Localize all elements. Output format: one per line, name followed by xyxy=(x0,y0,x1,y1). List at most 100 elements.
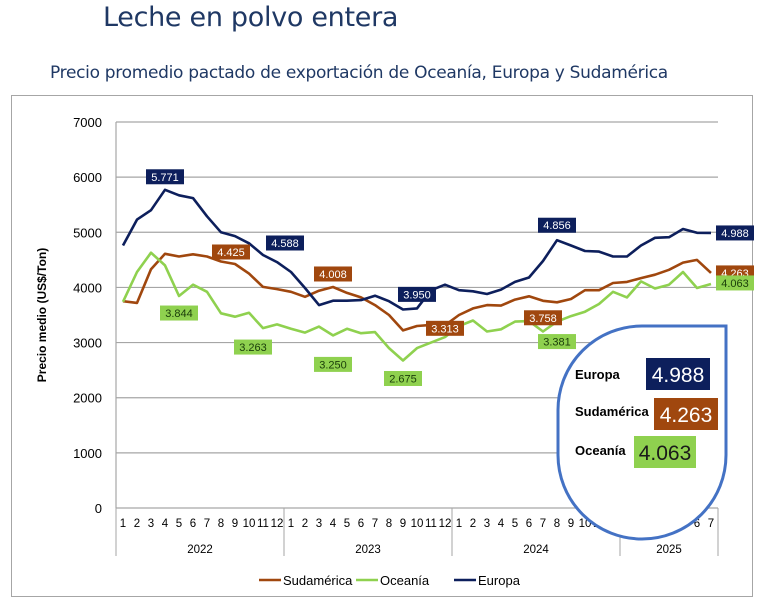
data-label: 4.063 xyxy=(721,278,749,290)
y-tick-label: 2000 xyxy=(73,391,102,406)
chart-frame xyxy=(11,95,753,597)
data-label: 2.675 xyxy=(389,373,417,385)
x-tick-label: 9 xyxy=(400,518,406,530)
x-tick-label: 7 xyxy=(708,518,714,530)
data-label: 3.263 xyxy=(239,342,267,354)
data-label-box xyxy=(398,286,436,302)
callout-value-box xyxy=(634,436,696,468)
data-label-box xyxy=(146,169,184,185)
data-label-box xyxy=(716,225,754,241)
series-lines xyxy=(121,188,712,362)
data-label: 5.771 xyxy=(151,172,179,184)
legend-label: Oceanía xyxy=(380,573,430,588)
callout-value: 4.063 xyxy=(639,442,692,465)
data-label: 4.425 xyxy=(217,247,245,259)
latest-values-callout: Europa 4.988 Sudamérica 4.263 Oceanía 4.063 xyxy=(556,324,728,541)
x-tick-label: 12 xyxy=(439,518,452,530)
data-label: 4.856 xyxy=(543,220,571,232)
data-label-box xyxy=(212,244,250,260)
callout-value-box xyxy=(646,358,710,390)
callout-value-box xyxy=(654,398,718,430)
chart-subtitle: Precio promedio pactado de exportación d… xyxy=(50,63,668,83)
callout-label: Europa xyxy=(575,367,621,382)
data-label-box xyxy=(314,266,352,282)
data-label: 3.381 xyxy=(543,337,571,349)
x-tick-label: 6 xyxy=(694,518,700,530)
series-line-europa xyxy=(121,188,712,311)
data-labels: 5.771 4.588 3.950 4.856 4.988 4.425 4.008 3.313… xyxy=(146,169,754,386)
x-tick-label: 6 xyxy=(526,518,532,530)
data-label: 4.588 xyxy=(271,238,299,250)
x-tick-label: 11 xyxy=(257,518,269,530)
year-label: 2025 xyxy=(656,544,682,556)
data-label-box xyxy=(234,339,272,355)
series-line-sudamrica xyxy=(122,252,712,332)
data-label-box xyxy=(538,217,576,233)
data-label: 3.313 xyxy=(431,323,459,335)
x-tick-label: 9 xyxy=(232,518,238,530)
data-label: 3.950 xyxy=(403,289,431,301)
page-title: Leche en polvo entera xyxy=(103,2,399,33)
year-label: 2024 xyxy=(523,544,549,556)
x-tick-label: 11 xyxy=(425,518,437,530)
x-tick-label: 5 xyxy=(176,518,182,530)
year-label: 2022 xyxy=(187,544,213,556)
x-tick-label: 3 xyxy=(316,518,322,530)
y-tick-label: 1000 xyxy=(73,446,102,461)
x-tick-label: 8 xyxy=(554,518,560,530)
data-label: 4.008 xyxy=(319,269,347,281)
y-tick-label: 3000 xyxy=(73,336,102,351)
x-tick-label: 2 xyxy=(470,518,476,530)
x-tick-label: 5 xyxy=(344,518,350,530)
x-tick-label: 8 xyxy=(218,518,224,530)
data-label: 3.844 xyxy=(165,308,193,320)
legend-label: Europa xyxy=(478,573,521,588)
y-axis-ticks: 0 1000 2000 3000 4000 5000 6000 7000 xyxy=(73,115,102,516)
series-line-oceana xyxy=(121,251,712,362)
x-tick-label: 4 xyxy=(330,518,337,530)
data-label: 4.988 xyxy=(721,228,749,240)
x-tick-label: 7 xyxy=(204,518,210,530)
x-tick-label: 6 xyxy=(190,518,196,530)
x-tick-label: 2 xyxy=(302,518,308,530)
x-tick-label: 2 xyxy=(134,518,140,530)
data-label: 3.250 xyxy=(319,359,347,371)
y-tick-label: 5000 xyxy=(73,225,102,240)
x-tick-label: 6 xyxy=(358,518,364,530)
y-tick-label: 0 xyxy=(95,501,102,516)
data-label-box xyxy=(716,275,754,291)
year-label: 2023 xyxy=(355,544,381,556)
x-tick-label: 10 xyxy=(243,518,256,530)
x-tick-label: 10 xyxy=(411,518,424,530)
x-tick-label: 7 xyxy=(540,518,546,530)
callout-label: Sudamérica xyxy=(575,404,649,419)
data-label: 3.758 xyxy=(529,313,557,325)
x-tick-label: 5 xyxy=(512,518,518,530)
callout-shape xyxy=(556,324,728,541)
x-axis: 1 2 3 4 5 6 7 8 9 10 11 12 1 2 3 4 5 6 7 8 9 10 11 12 1 2 3 4 5 6 7 8 9 1… xyxy=(115,122,719,556)
x-tick-label: 1 xyxy=(120,518,126,530)
x-tick-label: 12 xyxy=(271,518,284,530)
data-label-box xyxy=(384,370,422,386)
x-tick-label: 3 xyxy=(148,518,154,530)
data-label-box xyxy=(524,310,562,326)
legend: Sudamérica Oceanía Europa xyxy=(259,573,521,588)
x-tick-label: 4 xyxy=(162,518,169,530)
x-tick-label: 1 xyxy=(456,518,462,530)
y-tick-label: 6000 xyxy=(73,170,102,185)
y-axis-label: Precio medio (US$/Ton) xyxy=(35,248,49,382)
data-label-box xyxy=(266,235,304,251)
callout-value: 4.988 xyxy=(652,364,705,387)
x-tick-label: 7 xyxy=(372,518,378,530)
data-label-box xyxy=(314,356,352,372)
x-tick-label: 3 xyxy=(484,518,490,530)
y-tick-label: 7000 xyxy=(73,115,102,130)
x-tick-label: 4 xyxy=(498,518,505,530)
y-tick-label: 4000 xyxy=(73,280,102,295)
callout-label: Oceanía xyxy=(575,443,626,458)
x-tick-label: 9 xyxy=(568,518,574,530)
data-label-box xyxy=(426,320,464,336)
data-label-box xyxy=(538,334,576,350)
data-label-box xyxy=(160,305,198,321)
